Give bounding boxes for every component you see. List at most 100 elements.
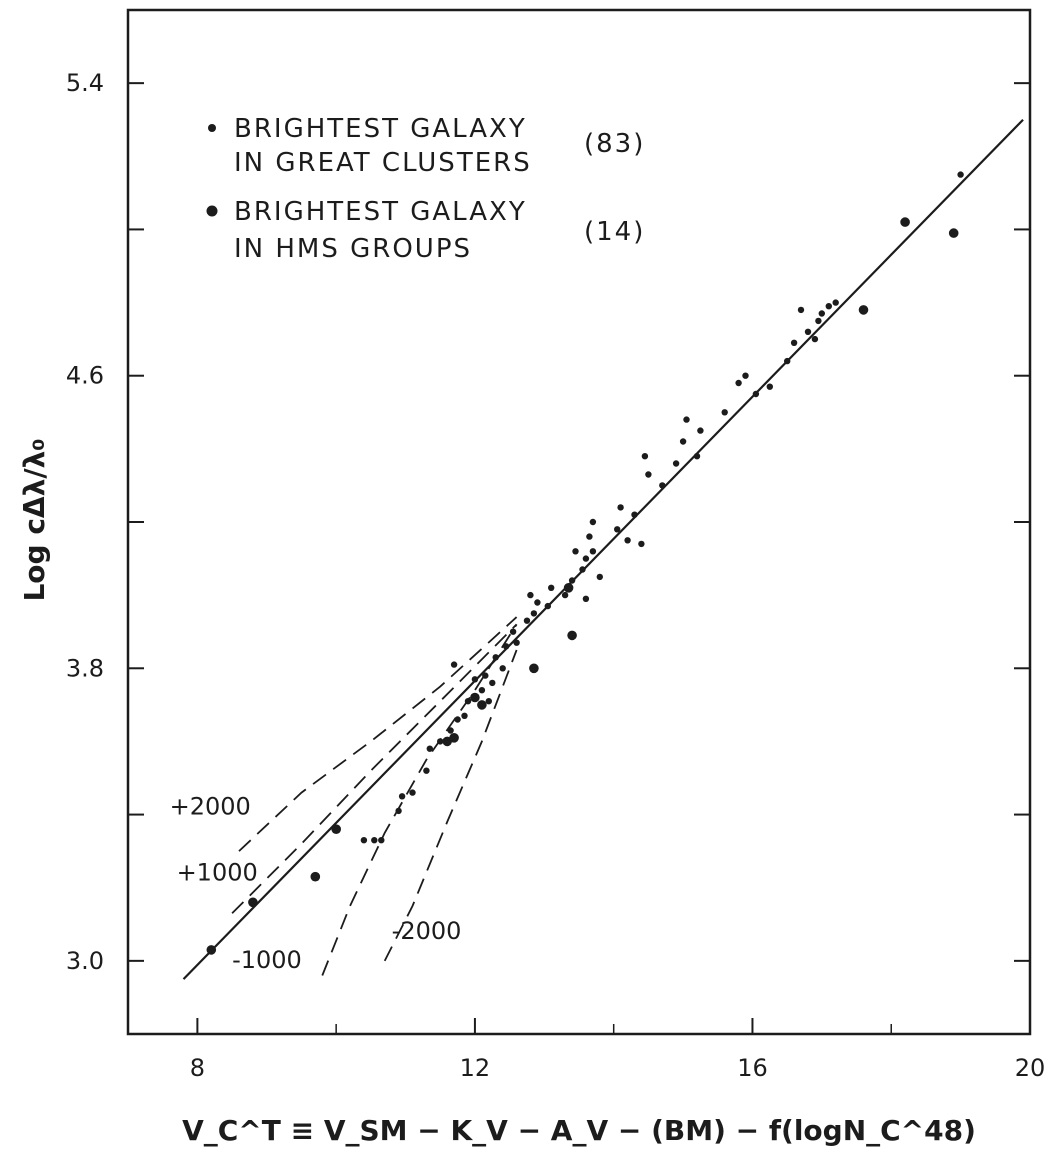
great-cluster-point [624,537,631,544]
fit-line [182,118,1024,980]
great-cluster-point [790,339,798,346]
great-cluster-point [534,599,541,606]
great-cluster-point [378,837,385,844]
x-axis-title: V_C^T ≡ V_SM − K_V − A_V − (BM) − f(logN… [182,1114,976,1147]
y-tick-label: 3.8 [66,654,104,682]
great-cluster-point [544,602,551,610]
great-cluster-point [502,643,510,650]
great-cluster-point [527,591,534,599]
great-cluster-point [582,555,590,562]
great-cluster-point [523,617,531,624]
hms-group-point [567,630,577,641]
hms-group-point [449,733,459,743]
curve-label: -2000 [392,917,462,945]
curve-label: -1000 [232,946,302,974]
data-points [206,171,964,955]
hms-group-point [310,871,321,882]
great-cluster-point [572,548,579,555]
legend-entry-1-line-2: IN GREAT CLUSTERS [234,148,532,178]
hms-group-point [206,945,217,955]
great-cluster-point [742,372,749,379]
hms-group-point [948,228,959,238]
great-cluster-point [659,482,666,489]
dashed-curve [383,649,518,962]
great-cluster-point [450,661,458,668]
dashed-curve [321,623,518,976]
great-cluster-point [492,654,499,661]
great-cluster-point [426,745,433,752]
great-cluster-point [454,716,461,723]
hms-group-point [331,824,342,834]
great-cluster-point [721,409,728,416]
hms-group-point [477,700,487,710]
great-cluster-point [482,672,489,679]
dashed-curve [231,623,518,914]
great-cluster-point [582,595,590,602]
great-cluster-point [586,533,593,540]
y-axis-ticks: 3.0 3.8 4.6 5.4 [66,69,1030,975]
great-cluster-point [360,837,368,844]
great-cluster-point [614,526,621,533]
great-cluster-point [513,639,520,646]
great-cluster-point [437,738,444,745]
legend-marker-large-dot [206,205,218,217]
y-tick-label: 4.6 [66,362,104,390]
great-cluster-point [797,306,805,314]
great-cluster-point [471,676,479,683]
great-cluster-point [568,577,576,584]
great-cluster-point [638,540,645,548]
hms-group-point [563,583,574,593]
great-cluster-point [589,518,597,526]
great-cluster-point [815,317,822,325]
curve-label: +1000 [177,858,258,886]
great-cluster-point [464,698,472,705]
great-cluster-point [693,453,701,460]
great-cluster-point [617,504,624,511]
great-cluster-point [631,511,638,518]
great-cluster-point [447,727,454,734]
great-cluster-point [811,335,819,343]
great-cluster-point [478,687,486,694]
great-cluster-point [735,379,742,387]
great-cluster-point [804,328,812,335]
x-tick-label: 20 [1015,1054,1046,1082]
great-cluster-point [683,416,690,423]
dashed-curve [238,616,518,852]
hms-group-point [248,897,258,908]
great-cluster-point [645,471,652,478]
legend-entry-1-count: (83) [584,129,645,159]
legend: BRIGHTEST GALAXY IN GREAT CLUSTERS (83) … [206,114,645,264]
dashed-curves [231,616,518,976]
x-axis-ticks: 8 12 16 20 [190,1018,1046,1082]
great-cluster-point [832,299,839,306]
great-cluster-point [697,427,704,434]
great-cluster-point [499,665,506,672]
great-cluster-point [641,453,649,460]
legend-marker-small-dot [208,124,216,132]
x-tick-label: 8 [190,1054,205,1082]
hms-group-point [529,663,539,674]
great-cluster-point [672,460,680,467]
great-cluster-point [596,573,603,581]
great-cluster-point [561,591,569,599]
legend-entry-1-line-1: BRIGHTEST GALAXY [234,114,527,144]
hms-group-point [858,305,869,315]
great-cluster-point [423,767,430,774]
great-cluster-point [395,807,402,815]
great-cluster-point [818,310,825,317]
great-cluster-point [784,357,791,365]
great-cluster-point [461,712,468,719]
great-cluster-point [409,789,416,796]
y-tick-label: 3.0 [66,947,104,975]
great-cluster-point [752,390,760,398]
fit-line-group [182,118,1024,980]
great-cluster-point [548,584,555,591]
great-cluster-point [530,610,538,617]
x-tick-label: 12 [460,1054,491,1082]
great-cluster-point [371,837,378,844]
great-cluster-point [489,679,496,687]
great-cluster-point [679,438,687,445]
legend-entry-2-line-1: BRIGHTEST GALAXY [234,197,527,227]
great-cluster-point [509,628,517,635]
